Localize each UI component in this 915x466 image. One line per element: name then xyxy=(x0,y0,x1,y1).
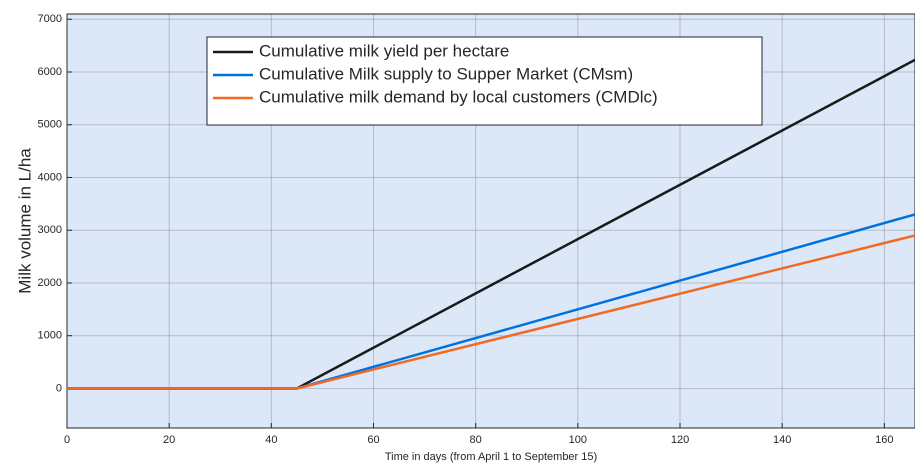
legend-box xyxy=(206,36,763,126)
y-tick-label: 0 xyxy=(56,382,62,394)
line xyxy=(67,234,915,390)
x-tick-label: 20 xyxy=(163,434,175,446)
legend-label: Cumulative Milk supply to Supper Market … xyxy=(259,64,633,83)
y-axis-label: Milk volume in L/ha xyxy=(15,148,34,294)
y-tick-label: 7000 xyxy=(38,13,62,25)
y-tick-label: 1000 xyxy=(38,330,62,342)
x-tick-label: 60 xyxy=(367,434,379,446)
y-tick-label: 6000 xyxy=(38,66,62,78)
x-tick-label: 0 xyxy=(64,434,70,446)
legend-label: Cumulative milk demand by local customer… xyxy=(259,87,658,106)
y-tick-label: 4000 xyxy=(38,171,62,183)
legend-label: Cumulative milk yield per hectare xyxy=(259,41,509,60)
x-tick-label: 160 xyxy=(875,434,893,446)
y-tick-label: 3000 xyxy=(38,224,62,236)
x-tick-label: 120 xyxy=(671,434,689,446)
y-tick-label: 2000 xyxy=(38,277,62,289)
x-tick-label: 80 xyxy=(470,434,482,446)
x-axis-label: Time in days (from April 1 to September … xyxy=(385,451,597,463)
x-tick-label: 140 xyxy=(773,434,791,446)
x-tick-label: 40 xyxy=(265,434,277,446)
y-tick-label: 5000 xyxy=(38,119,62,131)
x-tick-label: 100 xyxy=(569,434,587,446)
